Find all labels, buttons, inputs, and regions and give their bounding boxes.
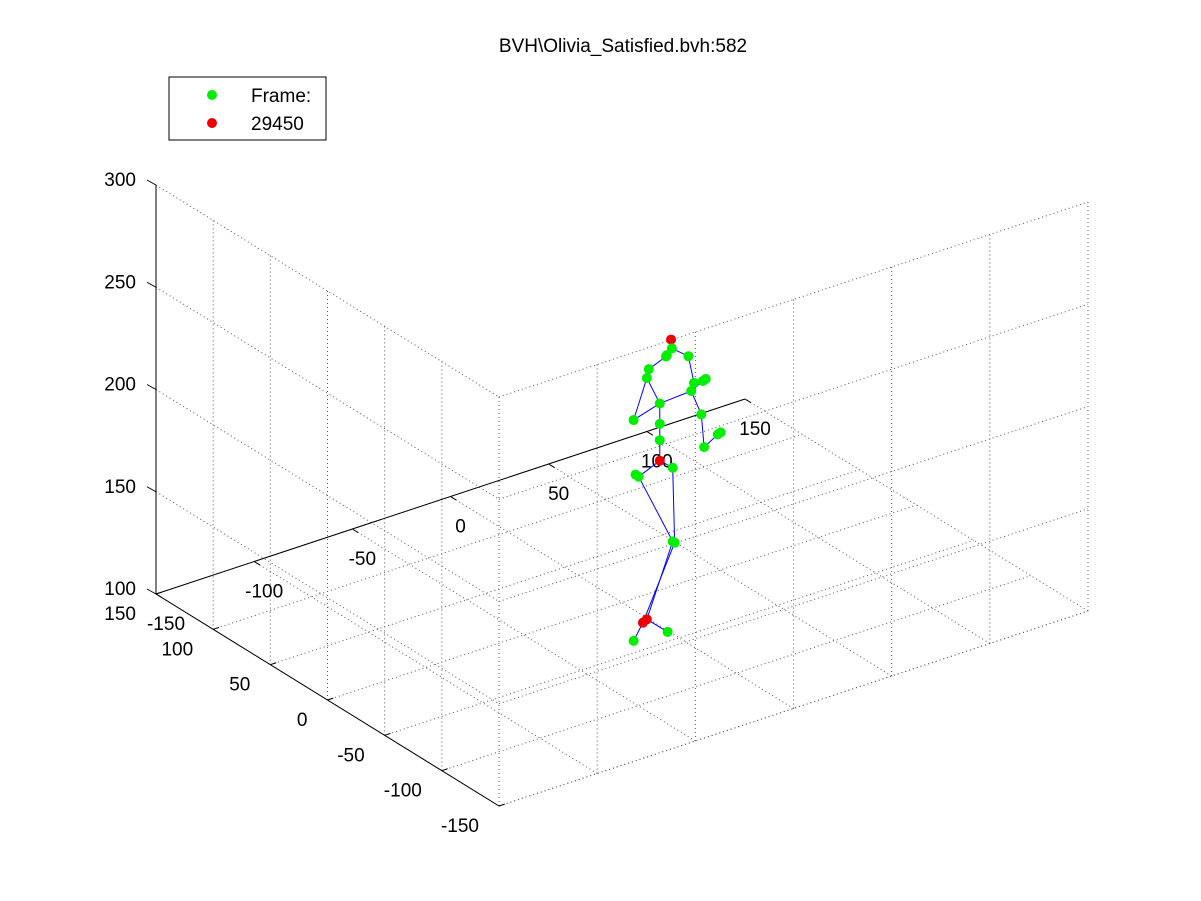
y-tick-label: -100 [384, 781, 422, 802]
skeleton-bone [633, 377, 648, 421]
y-axis-tick [498, 803, 505, 807]
z-tick-label: 200 [104, 375, 136, 396]
legend-label-frame: Frame: [251, 86, 311, 107]
joint-marker [660, 351, 671, 362]
legend-marker-frame-number [207, 118, 217, 128]
joint-marker [654, 455, 665, 466]
y-tick-label: 50 [229, 675, 250, 696]
x-tick-label: -100 [245, 582, 283, 603]
joint-marker [637, 617, 648, 628]
x-axis-tick [548, 463, 555, 469]
tick-labels: -150 -100 -50 0 50 100 150 -150 -100 -50 0 50 100 150… [104, 170, 771, 837]
chart-title: BVH\Olivia_Satisfied.bvh:582 [499, 36, 747, 57]
joint-marker [669, 537, 680, 548]
y-tick-label: 150 [104, 604, 136, 625]
x-axis-tick [352, 528, 359, 534]
left-wall-gridline-z [155, 184, 500, 398]
y-tick-label: 0 [297, 710, 308, 731]
z-tick-label: 100 [104, 579, 136, 600]
z-tick-label: 300 [104, 170, 136, 191]
joint-marker [628, 415, 639, 426]
joint-marker [643, 364, 654, 375]
joint-marker [641, 373, 652, 384]
x-axis-tick [646, 431, 653, 436]
z-axis-tick [146, 384, 157, 390]
skeleton-bone [672, 467, 676, 543]
x-tick-label: 50 [548, 484, 569, 505]
x-axis-tick [155, 593, 163, 599]
joint-marker [699, 442, 710, 453]
skeleton-bone [642, 542, 676, 623]
legend-box [168, 76, 327, 141]
joint-marker [667, 462, 678, 473]
z-axis-tick [146, 179, 157, 186]
z-axis-tick [146, 588, 157, 595]
legend: Frame: 29450 [168, 76, 327, 141]
left-wall-gridline-z [155, 491, 500, 705]
legend-marker-frame [207, 90, 217, 100]
x-tick-label: -150 [147, 614, 185, 635]
y-tick-label: -150 [441, 816, 479, 837]
joint-marker [654, 418, 665, 429]
z-axis-tick [146, 486, 157, 493]
joint-marker [715, 427, 726, 438]
joint-marker [688, 377, 699, 388]
x-axis-tick [744, 398, 752, 404]
floor-gridline-x [646, 431, 991, 644]
joint-marker [662, 626, 673, 637]
joint-marker [666, 334, 677, 345]
joint-marker [654, 398, 665, 409]
legend-label-frame-number: 29450 [251, 114, 304, 135]
x-axis-tick [253, 561, 261, 566]
joint-marker [683, 351, 694, 362]
x-tick-label: 150 [739, 419, 771, 440]
floor-gridline-x [548, 463, 892, 677]
skeleton-bone [659, 390, 692, 404]
skeleton-bone [633, 403, 661, 421]
floor-gridline-x [253, 561, 598, 774]
y-tick-label: 100 [161, 639, 193, 660]
y-axis-tick [384, 732, 391, 736]
joint-marker [633, 471, 644, 482]
z-tick-label: 250 [104, 272, 136, 293]
floor-gridline-x [352, 528, 696, 742]
joint-marker [628, 635, 639, 646]
axis-layer [146, 179, 752, 807]
grid-layer [155, 184, 1089, 807]
y-tick-label: -50 [337, 745, 364, 766]
y-axis-tick [327, 697, 334, 701]
skeleton-joints [628, 334, 726, 646]
y-axis-tick [155, 591, 162, 595]
x-axis-tick [450, 496, 457, 501]
x-tick-label: -50 [349, 549, 376, 570]
left-wall-gridline-z [155, 286, 500, 500]
skeleton-bone [638, 476, 674, 542]
y-axis-tick [213, 626, 220, 630]
y-axis-tick [270, 662, 277, 666]
joint-marker [696, 409, 707, 420]
joint-marker [700, 373, 711, 384]
z-axis-tick [146, 281, 157, 288]
z-tick-label: 150 [104, 477, 136, 498]
floor-gridline-x [450, 496, 794, 709]
joint-marker [654, 435, 665, 446]
x-tick-label: 0 [455, 517, 466, 538]
left-wall-gridline-z [155, 389, 500, 602]
skeleton-bone [700, 414, 705, 448]
y-axis-tick [441, 768, 448, 772]
joint-marker [686, 385, 697, 396]
